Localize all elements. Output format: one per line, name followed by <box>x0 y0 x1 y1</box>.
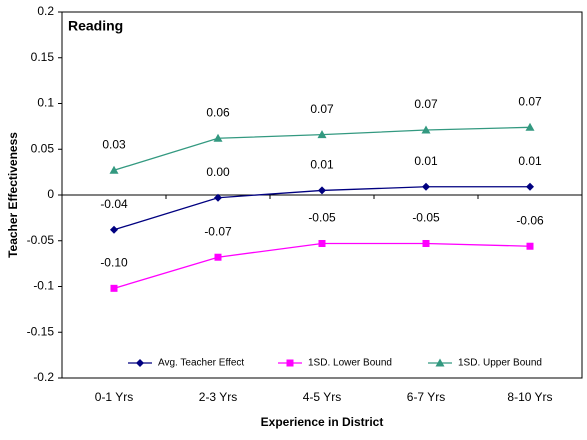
marker <box>526 182 534 191</box>
data-label: -0.10 <box>100 256 128 270</box>
x-tick-label: 6-7 Yrs <box>407 390 445 404</box>
x-tick-label: 8-10 Yrs <box>507 390 552 404</box>
data-label: 0.07 <box>518 94 542 108</box>
marker <box>214 193 222 202</box>
x-tick-label: 0-1 Yrs <box>95 390 133 404</box>
marker <box>286 359 294 367</box>
legend-label: 1SD. Upper Bound <box>458 358 542 369</box>
marker <box>136 359 144 367</box>
marker <box>318 239 326 247</box>
y-tick-label: -0.05 <box>27 233 55 247</box>
data-label: 0.00 <box>206 165 230 179</box>
y-tick-label: 0.05 <box>31 141 55 155</box>
x-axis-title: Experience in District <box>261 415 384 429</box>
y-tick-label: -0.1 <box>33 279 54 293</box>
marker <box>422 239 430 247</box>
marker <box>318 186 326 195</box>
data-label: -0.04 <box>100 197 128 211</box>
x-tick-label: 4-5 Yrs <box>303 390 341 404</box>
marker <box>109 165 119 174</box>
data-label: -0.05 <box>412 211 440 225</box>
legend-label: Avg. Teacher Effect <box>158 358 244 369</box>
data-label: 0.07 <box>310 102 334 116</box>
y-tick-label: -0.15 <box>27 324 55 338</box>
marker <box>525 122 535 131</box>
marker <box>213 133 223 142</box>
legend-label: 1SD. Lower Bound <box>308 358 392 369</box>
data-label: 0.07 <box>414 97 438 111</box>
marker <box>526 242 534 250</box>
marker <box>214 253 222 261</box>
x-tick-label: 2-3 Yrs <box>199 390 237 404</box>
y-tick-label: 0 <box>47 187 54 201</box>
data-label: 0.01 <box>518 154 542 168</box>
marker <box>110 225 118 234</box>
data-label: 0.01 <box>310 158 334 172</box>
data-label: -0.05 <box>308 211 336 225</box>
data-label: 0.03 <box>102 137 126 151</box>
marker <box>421 125 431 134</box>
data-label: -0.07 <box>204 224 232 238</box>
marker <box>110 284 118 292</box>
y-axis-title: Teacher Effectiveness <box>6 132 20 258</box>
marker <box>317 130 327 139</box>
chart-title: Reading <box>68 18 123 34</box>
marker <box>422 182 430 191</box>
data-label: 0.06 <box>206 105 230 119</box>
y-tick-label: 0.1 <box>37 96 54 110</box>
marker <box>435 358 445 367</box>
y-tick-label: 0.15 <box>31 50 55 64</box>
y-tick-label: -0.2 <box>33 370 54 384</box>
data-label: 0.01 <box>414 154 438 168</box>
series-line <box>113 242 531 289</box>
data-label: -0.06 <box>516 213 544 227</box>
y-tick-label: 0.2 <box>37 4 54 18</box>
